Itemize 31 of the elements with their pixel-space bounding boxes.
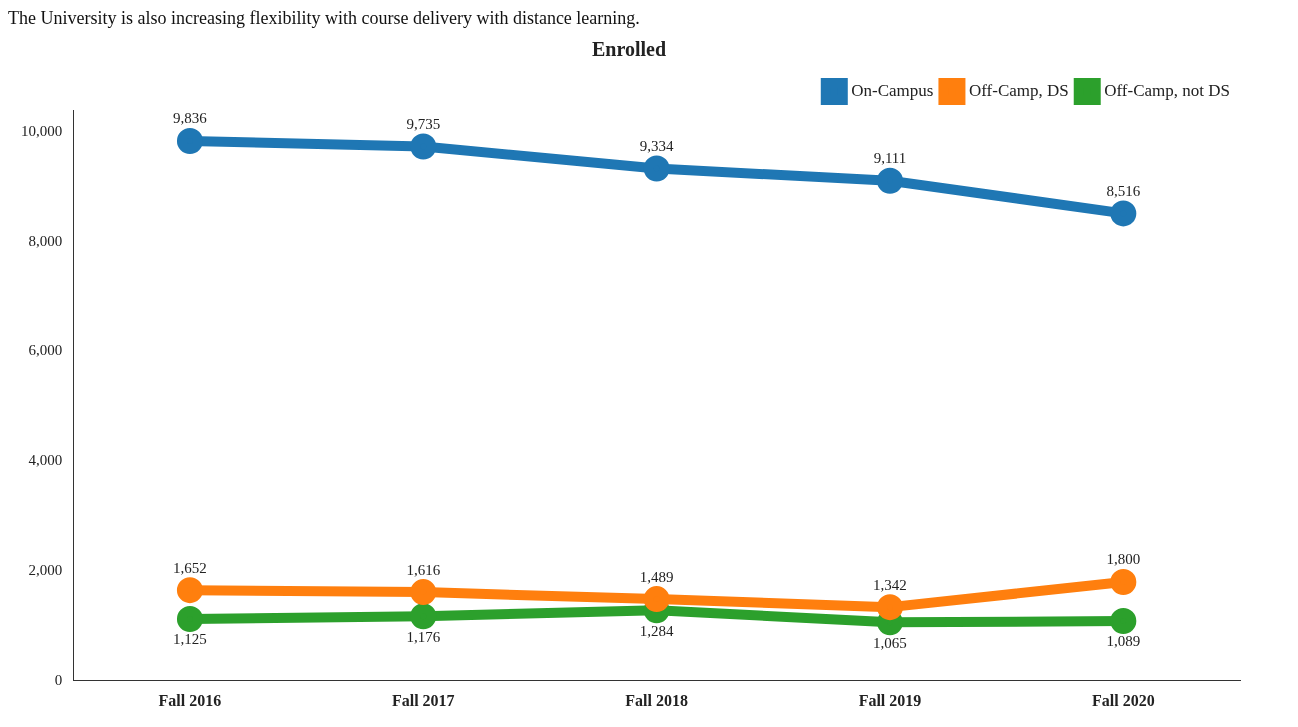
- y-tick-label: 2,000: [28, 561, 63, 578]
- data-label: 1,342: [873, 576, 907, 593]
- data-label: 8,516: [1106, 182, 1141, 199]
- y-tick-label: 6,000: [28, 342, 63, 359]
- y-tick-label: 4,000: [28, 452, 63, 469]
- y-tick-label: 0: [54, 671, 63, 688]
- x-tick-label: Fall 2018: [625, 691, 688, 709]
- x-tick-label: Fall 2017: [391, 691, 455, 709]
- data-label: 9,111: [873, 150, 907, 167]
- y-tick-label: 10,000: [21, 122, 63, 139]
- data-label: 9,735: [406, 115, 441, 132]
- data-label: 1,489: [639, 568, 674, 585]
- data-label: 1,652: [173, 559, 207, 576]
- x-tick-label: Fall 2019: [858, 691, 922, 709]
- legend-label: Off-Camp, not DS: [1104, 80, 1230, 100]
- data-label: 1,616: [406, 561, 441, 578]
- x-tick-label: Fall 2020: [1091, 691, 1155, 709]
- data-label: 1,284: [639, 622, 674, 639]
- legend-label: On-Campus: [851, 80, 934, 100]
- x-tick-label: Fall 2016: [158, 691, 222, 709]
- data-label: 1,065: [873, 634, 907, 651]
- data-label: 1,800: [1106, 551, 1141, 568]
- data-label: 1,176: [406, 628, 441, 645]
- text: The University is also increasing flexibility with course delivery with distance learning.: [8, 8, 641, 29]
- y-tick-label: 8,000: [28, 232, 63, 249]
- data-label: 1,089: [1106, 633, 1141, 650]
- data-label: 1,125: [173, 631, 207, 648]
- data-label: 9,334: [639, 137, 674, 154]
- chart-title: Enrolled: [591, 38, 667, 61]
- data-label: 9,836: [173, 110, 208, 127]
- legend-label: Off-Camp, DS: [968, 80, 1069, 100]
